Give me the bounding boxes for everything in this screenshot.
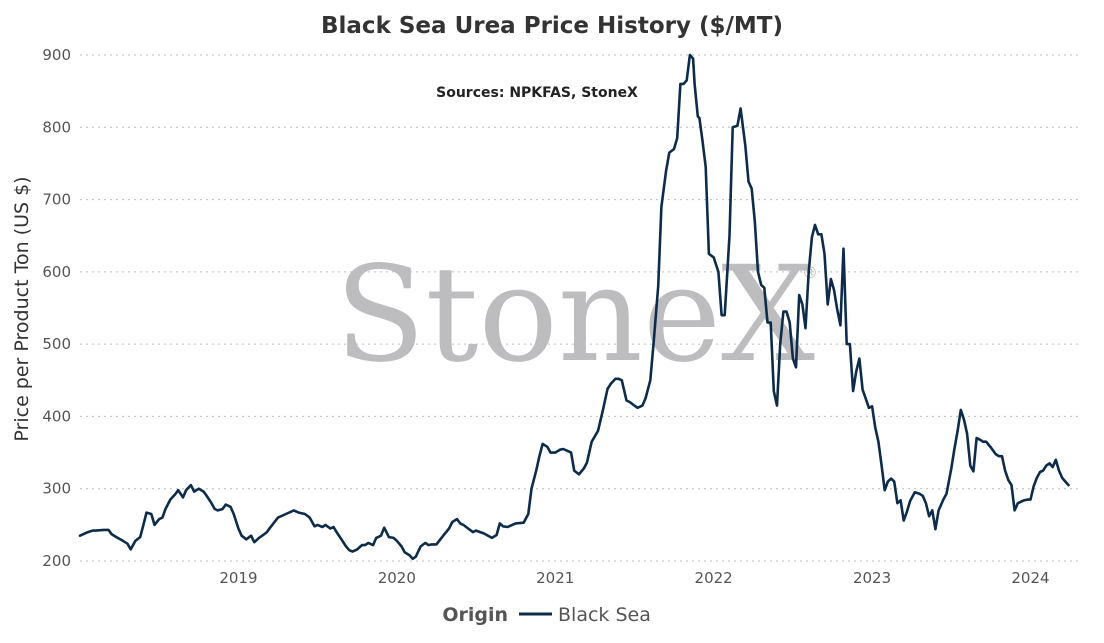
series-layer bbox=[78, 53, 1070, 561]
x-axis-ticks: 2019 2020 2021 2022 2023 2024 bbox=[219, 569, 1049, 587]
watermark-text: StoneX bbox=[335, 238, 815, 392]
legend-label-black-sea: Black Sea bbox=[558, 604, 651, 626]
y-tick-label: 200 bbox=[42, 552, 71, 570]
x-tick-label: 2019 bbox=[219, 569, 257, 587]
y-axis-ticks: 200 300 400 500 600 700 800 900 bbox=[42, 46, 71, 570]
y-tick-label: 900 bbox=[42, 46, 71, 64]
legend-title: Origin bbox=[442, 604, 508, 626]
x-tick-label: 2020 bbox=[378, 569, 416, 587]
chart-title: Black Sea Urea Price History ($/MT) bbox=[321, 13, 783, 39]
y-tick-label: 400 bbox=[42, 407, 71, 425]
grid-lines bbox=[80, 54, 1078, 562]
y-axis-label: Price per Product Ton (US $) bbox=[11, 176, 33, 441]
x-tick-label: 2021 bbox=[536, 569, 574, 587]
y-tick-label: 700 bbox=[42, 191, 71, 209]
x-tick-label: 2024 bbox=[1011, 569, 1049, 587]
y-tick-label: 800 bbox=[42, 118, 71, 136]
watermark-registered-mark: ® bbox=[802, 263, 818, 282]
y-tick-label: 300 bbox=[42, 480, 71, 498]
y-tick-label: 500 bbox=[42, 335, 71, 353]
legend: Origin Black Sea bbox=[442, 604, 651, 626]
series-line-black-sea bbox=[78, 53, 1070, 561]
chart-subtitle: Sources: NPKFAS, StoneX bbox=[436, 85, 638, 101]
x-tick-label: 2022 bbox=[695, 569, 733, 587]
y-tick-label: 600 bbox=[42, 263, 71, 281]
x-tick-label: 2023 bbox=[853, 569, 891, 587]
stonex-watermark: StoneX ® bbox=[335, 238, 818, 392]
